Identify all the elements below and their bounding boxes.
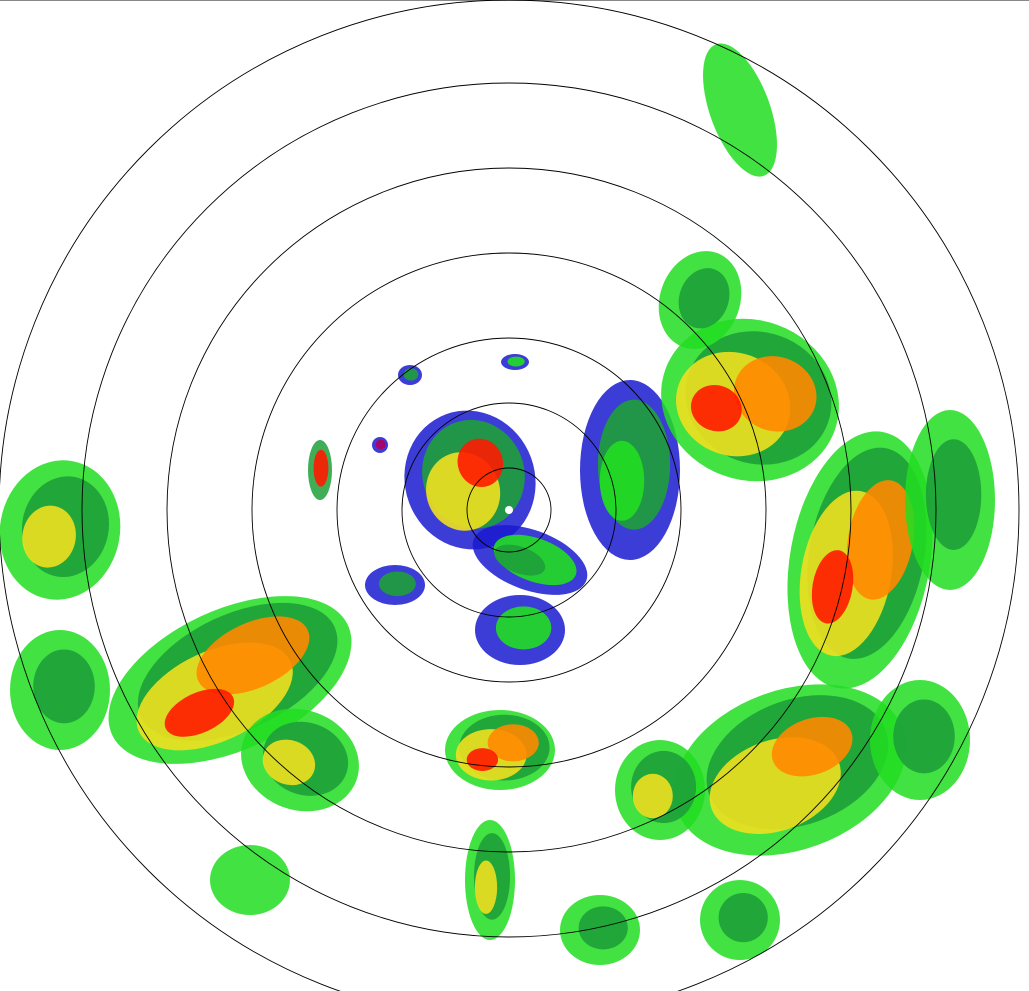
- echo-moderate: [893, 699, 955, 774]
- range-ring-6: [81, 82, 937, 938]
- echo-cell: [661, 318, 839, 482]
- range-ring-5: [166, 167, 852, 853]
- echo-cell: [241, 708, 359, 812]
- echo-extreme: [375, 439, 386, 450]
- echo-cell: [0, 460, 121, 600]
- radar-site: [505, 506, 513, 514]
- echo-moderate_light: [599, 440, 645, 521]
- echo-intense: [164, 688, 235, 737]
- echo-intense: [466, 748, 499, 772]
- echo-cell: [703, 43, 777, 177]
- echo-heavy: [196, 616, 310, 695]
- echo-cell: [870, 680, 970, 800]
- range-ring-4: [251, 252, 767, 768]
- echo-cell: [465, 820, 515, 940]
- echo-moderate: [33, 649, 95, 724]
- echo-cell: [673, 684, 907, 856]
- echo-cell: [700, 880, 780, 960]
- echo-intense: [690, 384, 742, 432]
- echo-cell: [445, 710, 555, 790]
- echo-cell: [404, 410, 536, 550]
- echo-moderate_light: [210, 845, 290, 915]
- echo-heavy: [487, 724, 539, 762]
- echo-cell: [560, 895, 640, 965]
- echo-strong: [262, 739, 316, 786]
- echo-cell: [210, 845, 290, 915]
- echo-intense: [313, 449, 329, 487]
- echo-intense: [457, 438, 504, 487]
- echo-cell: [475, 595, 565, 665]
- range-ring-2: [401, 402, 617, 618]
- echo-strong: [632, 773, 673, 819]
- precipitation-echoes: [0, 43, 995, 965]
- echo-cell: [905, 410, 995, 590]
- echo-cell: [365, 565, 425, 605]
- echo-heavy: [733, 356, 817, 432]
- echo-strong: [22, 505, 76, 568]
- echo-cell: [472, 525, 588, 595]
- echo-cell: [308, 440, 332, 500]
- echo-moderate: [925, 439, 982, 550]
- echo-moderate_light: [703, 43, 777, 177]
- echo-moderate: [403, 368, 419, 381]
- echo-moderate: [378, 571, 416, 597]
- echo-cell: [398, 365, 422, 385]
- echo-cell: [501, 354, 529, 370]
- echo-cell: [372, 437, 388, 453]
- echo-moderate_light: [495, 606, 552, 650]
- echo-cell: [615, 740, 705, 840]
- echo-moderate_light: [507, 356, 525, 367]
- echo-cell: [658, 251, 742, 349]
- echo-cell: [580, 380, 680, 560]
- top-border: [0, 0, 1029, 1]
- echo-moderate: [678, 268, 730, 329]
- range-ring-1: [466, 467, 552, 553]
- echo-moderate: [718, 892, 768, 943]
- echo-strong: [474, 860, 498, 914]
- echo-heavy: [771, 716, 853, 777]
- range-ring-3: [336, 337, 682, 683]
- echo-intense: [811, 550, 854, 624]
- echo-moderate: [578, 906, 628, 950]
- echo-cell: [10, 630, 110, 750]
- echo-heavy: [846, 480, 915, 600]
